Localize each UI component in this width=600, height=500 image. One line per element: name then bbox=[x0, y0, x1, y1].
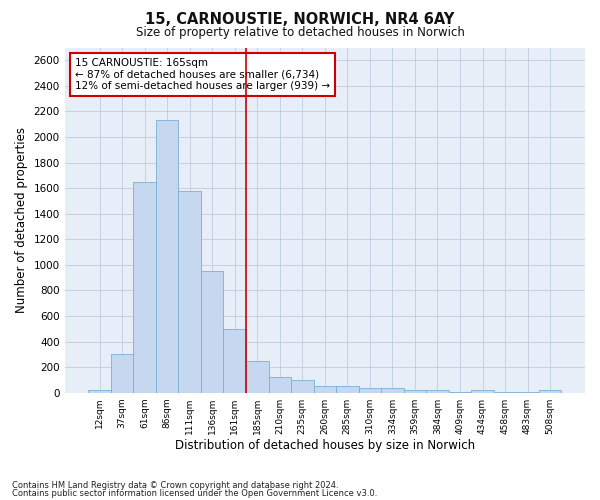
Bar bbox=[336, 386, 359, 392]
Text: Contains HM Land Registry data © Crown copyright and database right 2024.: Contains HM Land Registry data © Crown c… bbox=[12, 480, 338, 490]
Bar bbox=[269, 376, 291, 392]
Bar bbox=[539, 390, 562, 392]
Bar bbox=[88, 390, 111, 392]
Text: 15 CARNOUSTIE: 165sqm
← 87% of detached houses are smaller (6,734)
12% of semi-d: 15 CARNOUSTIE: 165sqm ← 87% of detached … bbox=[75, 58, 330, 91]
Bar bbox=[359, 388, 381, 392]
Bar bbox=[404, 390, 426, 392]
Bar bbox=[381, 388, 404, 392]
Bar bbox=[201, 270, 223, 392]
Bar bbox=[133, 182, 156, 392]
Text: Size of property relative to detached houses in Norwich: Size of property relative to detached ho… bbox=[136, 26, 464, 39]
Bar bbox=[291, 380, 314, 392]
Bar bbox=[246, 360, 269, 392]
Bar bbox=[426, 390, 449, 392]
X-axis label: Distribution of detached houses by size in Norwich: Distribution of detached houses by size … bbox=[175, 440, 475, 452]
Text: Contains public sector information licensed under the Open Government Licence v3: Contains public sector information licen… bbox=[12, 489, 377, 498]
Bar bbox=[111, 354, 133, 393]
Bar bbox=[314, 386, 336, 392]
Bar bbox=[223, 329, 246, 392]
Y-axis label: Number of detached properties: Number of detached properties bbox=[15, 127, 28, 313]
Text: 15, CARNOUSTIE, NORWICH, NR4 6AY: 15, CARNOUSTIE, NORWICH, NR4 6AY bbox=[145, 12, 455, 28]
Bar bbox=[178, 190, 201, 392]
Bar bbox=[471, 390, 494, 392]
Bar bbox=[156, 120, 178, 392]
